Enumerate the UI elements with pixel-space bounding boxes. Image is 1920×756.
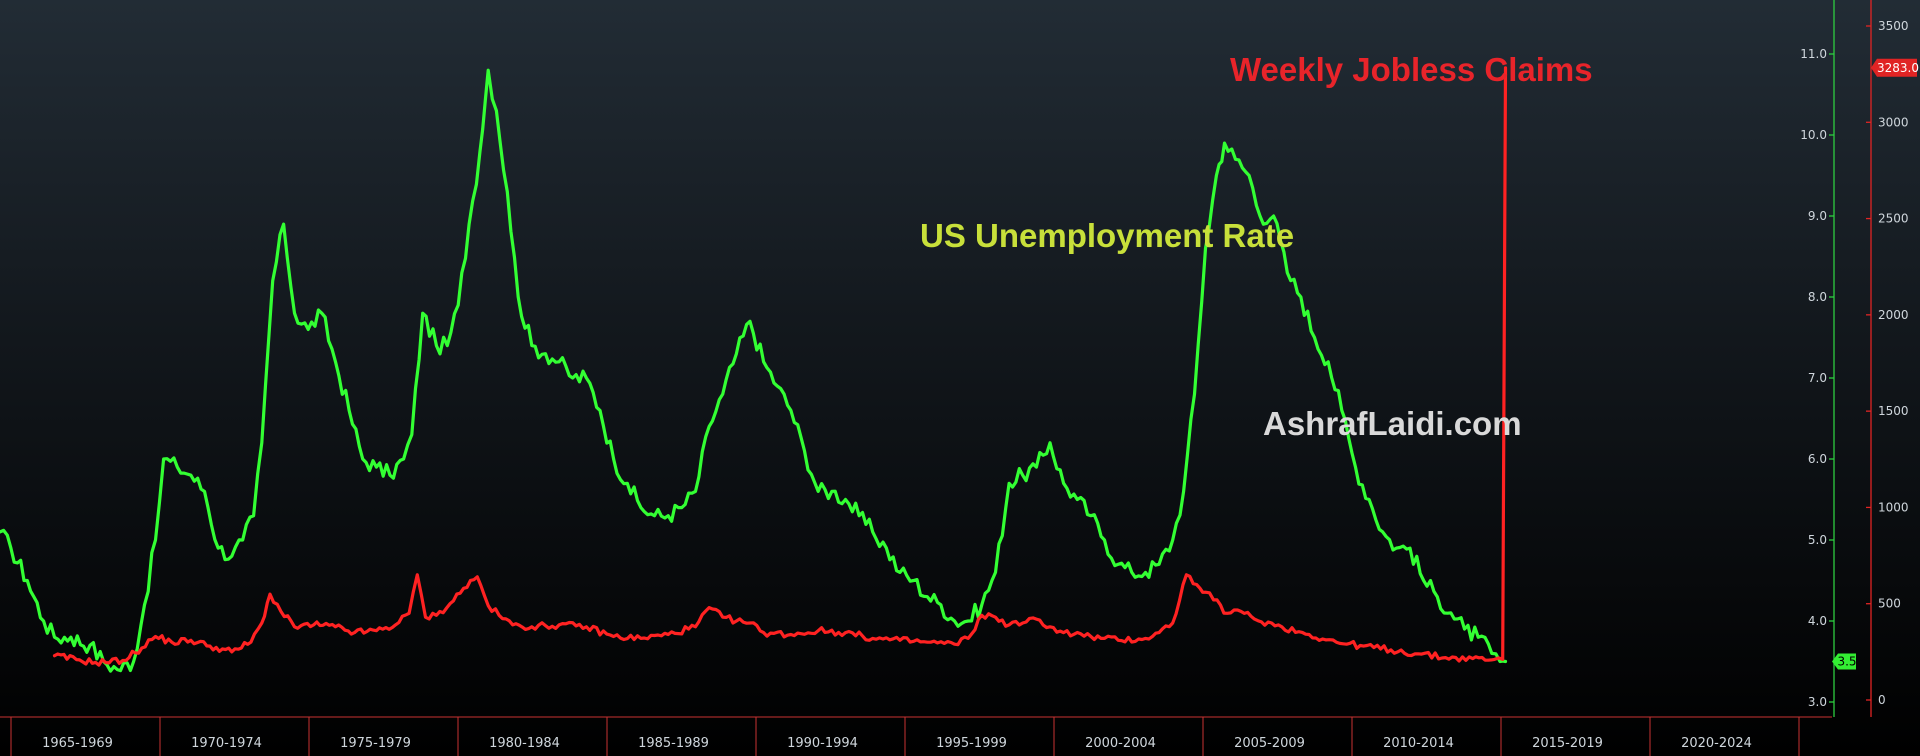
x-tick-label-2020-2024: 2020-2024 bbox=[1681, 736, 1752, 751]
red-axis-label-0: 0 bbox=[1878, 693, 1886, 707]
red-axis-label-500: 500 bbox=[1878, 597, 1901, 611]
red-axis-label-2500: 2500 bbox=[1878, 212, 1909, 226]
green-axis-label-5.0: 5.0 bbox=[1808, 533, 1827, 547]
series-layer bbox=[0, 66, 1508, 673]
x-tick-label-1995-1999: 1995-1999 bbox=[936, 736, 1007, 751]
x-tick-label-2000-2004: 2000-2004 bbox=[1085, 736, 1156, 751]
red-axis-label-1500: 1500 bbox=[1878, 404, 1909, 418]
green-axis-label-8.0: 8.0 bbox=[1808, 290, 1827, 304]
red-axis-label-3000: 3000 bbox=[1878, 115, 1909, 129]
green-axis-label-10.0: 10.0 bbox=[1800, 128, 1827, 142]
green-axis-label-7.0: 7.0 bbox=[1808, 371, 1827, 385]
annotation-weekly-jobless-claims: Weekly Jobless Claims bbox=[1230, 51, 1593, 88]
series-line-weekly-jobless-claims bbox=[52, 66, 1508, 667]
red-last-value-tag bbox=[1871, 58, 1917, 77]
red-axis-label-3500: 3500 bbox=[1878, 19, 1909, 33]
green-axis-label-9.0: 9.0 bbox=[1808, 209, 1827, 223]
green-last-value-tag bbox=[1832, 653, 1856, 670]
green-axis-label-3.0: 3.0 bbox=[1808, 695, 1827, 709]
green-axis-label-4.0: 4.0 bbox=[1808, 614, 1827, 628]
x-tick-label-2010-2014: 2010-2014 bbox=[1383, 736, 1454, 751]
x-tick-label-1975-1979: 1975-1979 bbox=[340, 736, 411, 751]
x-tick-label-2015-2019: 2015-2019 bbox=[1532, 736, 1603, 751]
red-axis-label-1000: 1000 bbox=[1878, 500, 1909, 514]
red-axis-label-2000: 2000 bbox=[1878, 308, 1909, 322]
x-tick-label-1965-1969: 1965-1969 bbox=[42, 736, 113, 751]
x-tick-label-1980-1984: 1980-1984 bbox=[489, 736, 560, 751]
green-last-value-label: 3.5 bbox=[1837, 655, 1856, 669]
green-axis-label-11.0: 11.0 bbox=[1800, 47, 1827, 61]
x-tick-label-1985-1989: 1985-1989 bbox=[638, 736, 709, 751]
x-tick-label-1970-1974: 1970-1974 bbox=[191, 736, 262, 751]
annotation-us-unemployment-rate: US Unemployment Rate bbox=[920, 217, 1294, 254]
x-tick-label-2005-2009: 2005-2009 bbox=[1234, 736, 1305, 751]
watermark-text: AshrafLaidi.com bbox=[1263, 405, 1522, 442]
red-last-value-label: 3283.0 bbox=[1877, 61, 1919, 75]
x-tick-label-1990-1994: 1990-1994 bbox=[787, 736, 858, 751]
green-axis-label-6.0: 6.0 bbox=[1808, 452, 1827, 466]
series-line-us-unemployment-rate bbox=[0, 68, 1508, 673]
